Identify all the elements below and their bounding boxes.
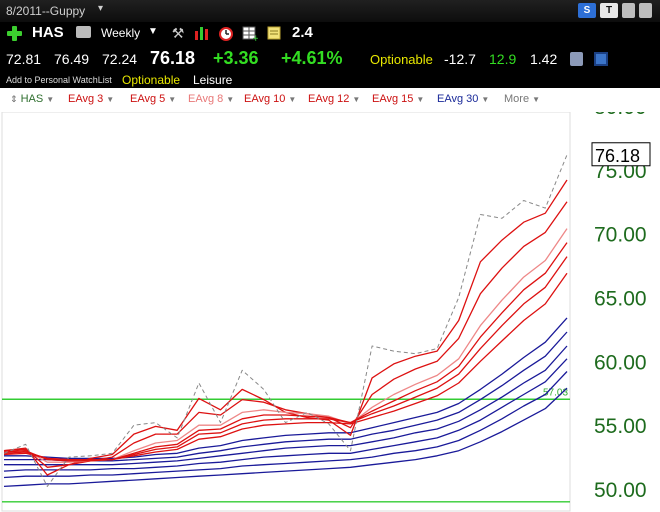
price-row: 72.81 76.49 72.24 76.18 +3.36 +4.61% Opt…: [0, 48, 660, 70]
t-button[interactable]: T: [600, 3, 618, 18]
indicator-value: 2.4: [292, 24, 313, 41]
stat-value-2: 12.9: [489, 51, 517, 67]
save-icon[interactable]: [594, 52, 608, 66]
y-tick-label: 50.00: [594, 479, 647, 502]
title-bar: 8/2011--Guppy ▾ S T: [0, 0, 660, 22]
bar-chart-icon[interactable]: [194, 25, 210, 41]
low-price: 72.24: [102, 51, 138, 67]
high-price: 76.49: [54, 51, 90, 67]
legend-item-has[interactable]: ⇕ HAS ▼: [10, 93, 54, 105]
series-line-has: [3, 154, 568, 487]
add-symbol-icon[interactable]: [6, 25, 22, 41]
chevron-down-icon: ▼: [106, 95, 115, 104]
last-price-label: 76.18: [595, 146, 640, 166]
chevron-down-icon: ▼: [352, 95, 361, 104]
table-add-icon[interactable]: +: [242, 25, 258, 41]
chevron-down-icon: ▼: [532, 95, 540, 104]
svg-text:+: +: [252, 34, 258, 41]
plot-area: [1, 111, 571, 512]
legend-label: EAvg 5: [130, 93, 166, 105]
legend-label: EAvg 10: [244, 93, 286, 105]
legend-item-eavg8[interactable]: EAvg 8 ▼: [188, 93, 234, 105]
printer-icon[interactable]: [76, 26, 91, 38]
chevron-down-icon: ▼: [46, 95, 55, 104]
symbol-row: HAS Weekly ▼ ⚒ + 2.4: [0, 22, 660, 44]
legend-item-eavg3[interactable]: EAvg 3 ▼: [68, 93, 114, 105]
legend-label: More: [504, 93, 530, 105]
indicator-legend: ⇕ HAS ▼ EAvg 3 ▼ EAvg 5 ▼ EAvg 8 ▼ EAvg 10 ▼ …: [0, 88, 660, 112]
legend-item-eavg12[interactable]: EAvg 12 ▼: [308, 93, 360, 105]
stat-value-3: 1.42: [530, 51, 558, 67]
optionable-flag: Optionable: [370, 52, 433, 67]
s-button[interactable]: S: [578, 3, 596, 18]
add-to-watchlist-link[interactable]: Add to Personal WatchList: [6, 75, 112, 85]
open-price: 72.81: [6, 51, 42, 67]
price-chart[interactable]: 57.0380.0075.0070.0065.0060.0055.0050.00…: [0, 88, 660, 512]
legend-item-eavg10[interactable]: EAvg 10 ▼: [244, 93, 296, 105]
window-title[interactable]: 8/2011--Guppy: [6, 4, 86, 18]
series-line-ema: [4, 331, 568, 462]
last-price-box: [591, 142, 651, 167]
series-line-ema: [3, 358, 568, 472]
series-line-ema: [4, 345, 568, 466]
chevron-down-icon: ▼: [416, 95, 425, 104]
period-dropdown-icon[interactable]: ▼: [148, 26, 158, 37]
chevron-down-icon: ▼: [481, 95, 490, 104]
y-tick-label: 55.00: [594, 415, 647, 438]
series-line-eavg-30: [4, 317, 568, 460]
last-price: 76.18: [150, 48, 196, 68]
y-tick-label: 60.00: [594, 351, 647, 374]
symbol-input[interactable]: HAS: [32, 24, 64, 41]
sector-label: Leisure: [193, 73, 233, 87]
optionable-label: Optionable: [122, 73, 181, 87]
price-change: +3.36: [213, 48, 259, 68]
note-icon[interactable]: [266, 25, 282, 41]
quote-toolbar: HAS Weekly ▼ ⚒ + 2.4 72.81 76.49 72.24 7…: [0, 22, 660, 88]
legend-item-eavg30[interactable]: EAvg 30 ▼: [437, 93, 489, 105]
legend-arrow-icon: ⇕: [10, 94, 18, 104]
reference-line-label: 57.03: [543, 387, 568, 398]
price-change-pct: +4.61%: [281, 48, 343, 68]
chevron-down-icon: ▼: [288, 95, 297, 104]
series-line-eavg-15: [3, 272, 568, 461]
legend-label: EAvg 8: [188, 93, 224, 105]
legend-label: EAvg 30: [437, 93, 479, 105]
tools-icon[interactable]: ⚒: [171, 24, 185, 41]
chart-svg: 57.0380.0075.0070.0065.0060.0055.0050.00…: [1, 96, 651, 512]
titlebar-buttons: S T: [578, 3, 652, 18]
legend-label: HAS: [20, 93, 44, 105]
legend-item-more[interactable]: More ▼: [504, 93, 540, 105]
database-icon[interactable]: [570, 52, 583, 66]
period-select[interactable]: Weekly: [101, 26, 141, 40]
series-line-eavg-3: [3, 179, 568, 476]
legend-label: EAvg 15: [372, 93, 414, 105]
series-line-eavg-10: [3, 242, 568, 462]
chevron-down-icon: ▼: [168, 95, 177, 104]
title-dropdown-icon[interactable]: ▾: [98, 3, 104, 14]
chevron-down-icon: ▼: [226, 95, 235, 104]
legend-label: EAvg 3: [68, 93, 104, 105]
legend-label: EAvg 12: [308, 93, 350, 105]
y-tick-label: 65.00: [594, 288, 647, 311]
window-restore-icon[interactable]: [622, 3, 635, 18]
alarm-clock-icon[interactable]: [218, 25, 234, 41]
legend-item-eavg5[interactable]: EAvg 5 ▼: [130, 93, 176, 105]
y-tick-label: 70.00: [594, 224, 647, 247]
legend-item-eavg15[interactable]: EAvg 15 ▼: [372, 93, 424, 105]
window-close-icon[interactable]: [639, 3, 652, 18]
stat-value-1: -12.7: [444, 51, 476, 67]
info-row: Add to Personal WatchList Optionable Lei…: [0, 72, 660, 87]
series-line-ema: [3, 371, 568, 479]
series-line-ema: [3, 387, 568, 488]
